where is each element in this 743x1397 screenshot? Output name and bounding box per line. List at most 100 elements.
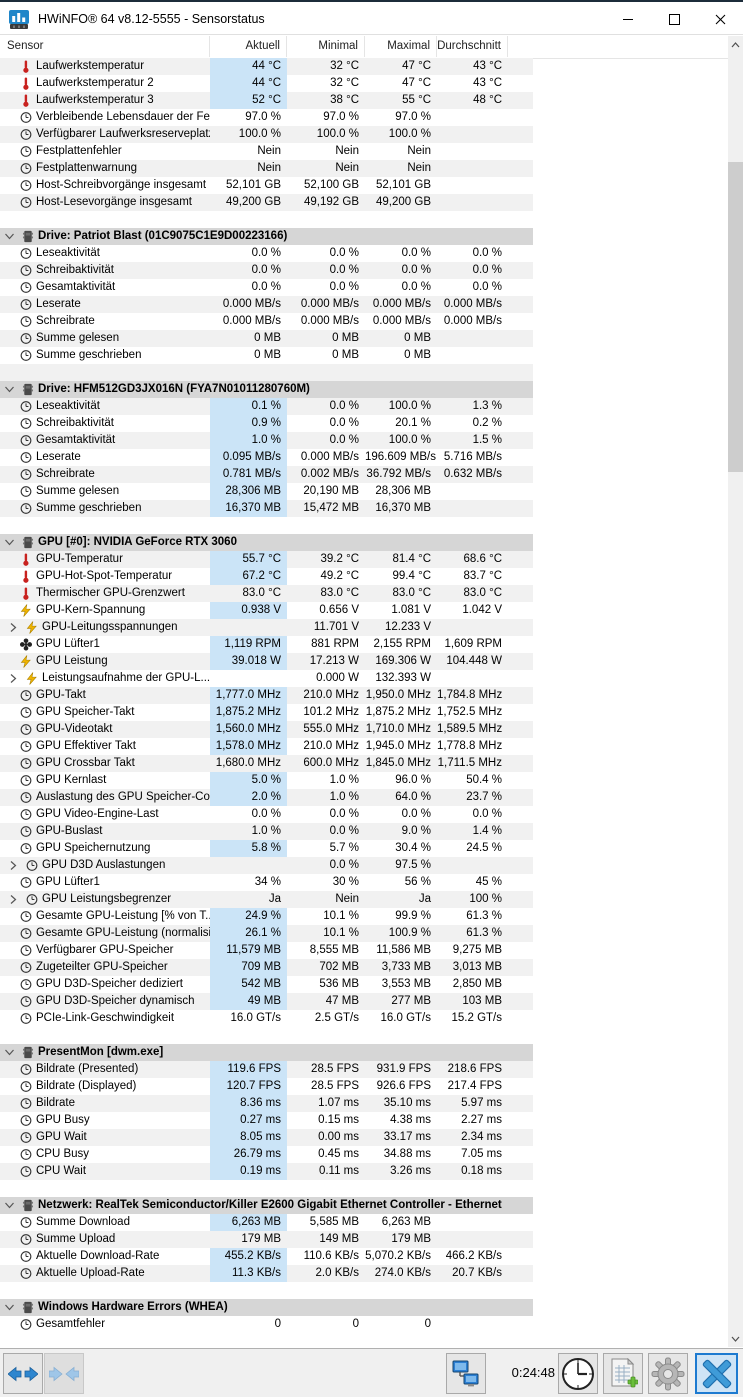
sensor-row[interactable]: Festplattenwarnung Nein Nein Nein	[0, 160, 533, 177]
chevron-down-icon[interactable]	[4, 384, 15, 395]
sensor-row[interactable]: GPU Wait 8.05 ms 0.00 ms 33.17 ms 2.34 ms	[0, 1129, 533, 1146]
sensor-row[interactable]: GPU D3D-Speicher dediziert 542 MB 536 MB 3,…	[0, 976, 533, 993]
column-sensor[interactable]: Sensor	[0, 36, 210, 57]
sensor-row[interactable]: GPU Crossbar Takt 1,680.0 MHz 600.0 MHz 1,8…	[0, 755, 533, 772]
sensor-row[interactable]: GPU-Temperatur 55.7 °C 39.2 °C 81.4 °C 68.6 …	[0, 551, 533, 568]
sensor-row[interactable]: Bildrate (Presented) 119.6 FPS 28.5 FPS 931…	[0, 1061, 533, 1078]
sensor-row[interactable]: Leseaktivität 0.1 % 0.0 % 100.0 % 1.3 %	[0, 398, 533, 415]
sensor-row[interactable]: GPU-Kern-Spannung 0.938 V 0.656 V 1.081 V 1.…	[0, 602, 533, 619]
sensor-row[interactable]: GPU-Takt 1,777.0 MHz 210.0 MHz 1,950.0 MHz 1…	[0, 687, 533, 704]
section-header-row[interactable]: Windows Hardware Errors (WHEA)	[0, 1299, 533, 1316]
chevron-down-icon[interactable]	[4, 1047, 15, 1058]
sensor-row[interactable]: Verbleibende Lebensdauer der Fe... 97.0 %…	[0, 109, 533, 126]
sensor-row[interactable]: GPU D3D-Speicher dynamisch 49 MB 47 MB 277 …	[0, 993, 533, 1010]
sensor-row[interactable]: PCIe-Link-Geschwindigkeit 16.0 GT/s 2.5 GT…	[0, 1010, 533, 1027]
sensor-row[interactable]: Verfügbarer GPU-Speicher 11,579 MB 8,555 M…	[0, 942, 533, 959]
scrollbar-thumb[interactable]	[728, 162, 743, 472]
section-header-row[interactable]: PresentMon [dwm.exe]	[0, 1044, 533, 1061]
sensor-row[interactable]: Gesamtaktivität 1.0 % 0.0 % 100.0 % 1.5 %	[0, 432, 533, 449]
collapse-columns-button[interactable]	[44, 1353, 84, 1394]
section-header-row[interactable]: Netzwerk: RealTek Semiconductor/Killer E…	[0, 1197, 533, 1214]
section-header-row[interactable]: Drive: HFM512GD3JX016N (FYA7N01011280760…	[0, 381, 533, 398]
sensor-label-cell: Bildrate	[0, 1095, 210, 1112]
sensor-row[interactable]: Leserate 0.095 MB/s 0.000 MB/s 196.609 MB/s…	[0, 449, 533, 466]
sensor-row[interactable]: Leistungsaufnahme der GPU-L... 0.000 W 132…	[0, 670, 533, 687]
sensor-row[interactable]: GPU Effektiver Takt 1,578.0 MHz 210.0 MHz 1…	[0, 738, 533, 755]
vertical-scrollbar[interactable]	[728, 36, 743, 1347]
sensor-row[interactable]: Leseaktivität 0.0 % 0.0 % 0.0 % 0.0 %	[0, 245, 533, 262]
sensor-row[interactable]: GPU Leistungsbegrenzer Ja Nein Ja 100 %	[0, 891, 533, 908]
sensor-row[interactable]: GPU Busy 0.27 ms 0.15 ms 4.38 ms 2.27 ms	[0, 1112, 533, 1129]
sensor-row[interactable]: Laufwerkstemperatur 3 52 °C 38 °C 55 °C 48 °…	[0, 92, 533, 109]
sensor-row[interactable]: GPU Leistung 39.018 W 17.213 W 169.306 W 104…	[0, 653, 533, 670]
chevron-down-icon[interactable]	[4, 537, 15, 548]
sensor-row[interactable]: Gesamtaktivität 0.0 % 0.0 % 0.0 % 0.0 %	[0, 279, 533, 296]
column-durchschnitt[interactable]: Durchschnitt	[437, 36, 508, 57]
sensor-row[interactable]: GPU Video-Engine-Last 0.0 % 0.0 % 0.0 % 0.0 …	[0, 806, 533, 823]
sensor-row[interactable]: GPU-Videotakt 1,560.0 MHz 555.0 MHz 1,710.0…	[0, 721, 533, 738]
chevron-down-icon[interactable]	[4, 1200, 15, 1211]
chevron-right-icon[interactable]	[8, 673, 19, 684]
chevron-right-icon[interactable]	[8, 894, 19, 905]
sensor-row[interactable]: GPU-Hot-Spot-Temperatur 67.2 °C 49.2 °C 99.…	[0, 568, 533, 585]
sensor-row[interactable]: Leserate 0.000 MB/s 0.000 MB/s 0.000 MB/s 0.…	[0, 296, 533, 313]
sensor-row[interactable]: Summe Upload 179 MB 149 MB 179 MB	[0, 1231, 533, 1248]
expand-columns-button[interactable]	[3, 1353, 43, 1394]
sensor-row[interactable]: Verfügbarer Laufwerksreserveplatz 100.0 %…	[0, 126, 533, 143]
sensor-row[interactable]: Zugeteilter GPU-Speicher 709 MB 702 MB 3,73…	[0, 959, 533, 976]
sensor-row[interactable]: GPU-Leitungsspannungen 11.701 V 12.233 V	[0, 619, 533, 636]
maximize-button[interactable]	[651, 4, 697, 34]
sensor-row[interactable]: Summe Download 6,263 MB 5,585 MB 6,263 MB	[0, 1214, 533, 1231]
close-button[interactable]	[697, 4, 743, 34]
logging-button[interactable]	[603, 1353, 643, 1394]
minimize-button[interactable]	[605, 4, 651, 34]
sensor-row[interactable]: Aktuelle Upload-Rate 11.3 KB/s 2.0 KB/s 274…	[0, 1265, 533, 1282]
column-maximal[interactable]: Maximal	[365, 36, 437, 57]
sensor-row[interactable]: Summe geschrieben 0 MB 0 MB 0 MB	[0, 347, 533, 364]
sensor-row[interactable]: Schreibrate 0.781 MB/s 0.002 MB/s 36.792 MB…	[0, 466, 533, 483]
sensor-row[interactable]: Summe gelesen 0 MB 0 MB 0 MB	[0, 330, 533, 347]
sensor-row[interactable]: GPU Speicher-Takt 1,875.2 MHz 101.2 MHz 1,8…	[0, 704, 533, 721]
sensor-row[interactable]: GPU D3D Auslastungen 0.0 % 97.5 %	[0, 857, 533, 874]
close-sensors-button[interactable]	[695, 1353, 738, 1394]
sensor-row[interactable]: GPU Speichernutzung 5.8 % 5.7 % 30.4 % 24.5 …	[0, 840, 533, 857]
chevron-down-icon[interactable]	[4, 231, 15, 242]
scroll-down-button[interactable]	[728, 1330, 743, 1347]
sensor-row[interactable]: Host-Schreibvorgänge insgesamt 52,101 GB 5…	[0, 177, 533, 194]
chevron-down-icon[interactable]	[4, 1302, 15, 1313]
sensor-row[interactable]: CPU Busy 26.79 ms 0.45 ms 34.88 ms 7.05 ms	[0, 1146, 533, 1163]
sensor-row[interactable]: GPU-Buslast 1.0 % 0.0 % 9.0 % 1.4 %	[0, 823, 533, 840]
sensor-row[interactable]: Summe gelesen 28,306 MB 20,190 MB 28,306 MB	[0, 483, 533, 500]
settings-button[interactable]	[648, 1353, 688, 1394]
sensor-row[interactable]: GPU Lüfter1 34 % 30 % 56 % 45 %	[0, 874, 533, 891]
sensor-row[interactable]: Thermischer GPU-Grenzwert 83.0 °C 83.0 °C 8…	[0, 585, 533, 602]
sensor-name: Bildrate	[36, 1097, 75, 1109]
sensor-row[interactable]: Bildrate 8.36 ms 1.07 ms 35.10 ms 5.97 ms	[0, 1095, 533, 1112]
sensor-row[interactable]: Gesamte GPU-Leistung (normalisi... 26.1 %…	[0, 925, 533, 942]
section-header-row[interactable]: GPU [#0]: NVIDIA GeForce RTX 3060	[0, 534, 533, 551]
sensor-row[interactable]: Bildrate (Displayed) 120.7 FPS 28.5 FPS 926…	[0, 1078, 533, 1095]
sensor-row[interactable]: Schreibrate 0.000 MB/s 0.000 MB/s 0.000 MB/…	[0, 313, 533, 330]
sensor-row[interactable]: Laufwerkstemperatur 2 44 °C 32 °C 47 °C 43 °…	[0, 75, 533, 92]
sensor-row[interactable]: GPU Lüfter1 1,119 RPM 881 RPM 2,155 RPM 1,60…	[0, 636, 533, 653]
sensor-row[interactable]: Schreibaktivität 0.9 % 0.0 % 20.1 % 0.2 %	[0, 415, 533, 432]
section-header-row[interactable]: Drive: Patriot Blast (01C9075C1E9D002231…	[0, 228, 533, 245]
sensor-row[interactable]: Schreibaktivität 0.0 % 0.0 % 0.0 % 0.0 %	[0, 262, 533, 279]
sensor-row[interactable]: Laufwerkstemperatur 44 °C 32 °C 47 °C 43 °C	[0, 58, 533, 75]
sensor-row[interactable]: Auslastung des GPU Speicher-Co... 2.0 % 1.…	[0, 789, 533, 806]
sensor-row[interactable]: Summe geschrieben 16,370 MB 15,472 MB 16,37…	[0, 500, 533, 517]
column-minimal[interactable]: Minimal	[287, 36, 365, 57]
sensor-row[interactable]: CPU Wait 0.19 ms 0.11 ms 3.26 ms 0.18 ms	[0, 1163, 533, 1180]
column-aktuell[interactable]: Aktuell	[210, 36, 287, 57]
clock-button[interactable]	[558, 1353, 598, 1394]
chevron-right-icon[interactable]	[8, 860, 19, 871]
sensor-row[interactable]: Aktuelle Download-Rate 455.2 KB/s 110.6 KB…	[0, 1248, 533, 1265]
sensor-row[interactable]: Festplattenfehler Nein Nein Nein	[0, 143, 533, 160]
sensor-row[interactable]: Gesamte GPU-Leistung [% von T... 24.9 % 10…	[0, 908, 533, 925]
chevron-right-icon[interactable]	[8, 622, 19, 633]
scroll-up-button[interactable]	[728, 36, 743, 53]
sensor-row[interactable]: GPU Kernlast 5.0 % 1.0 % 96.0 % 50.4 %	[0, 772, 533, 789]
remote-sensors-button[interactable]	[446, 1353, 486, 1394]
sensor-row[interactable]: Host-Lesevorgänge insgesamt 49,200 GB 49,1…	[0, 194, 533, 211]
sensor-row[interactable]: Gesamtfehler 0 0 0	[0, 1316, 533, 1333]
